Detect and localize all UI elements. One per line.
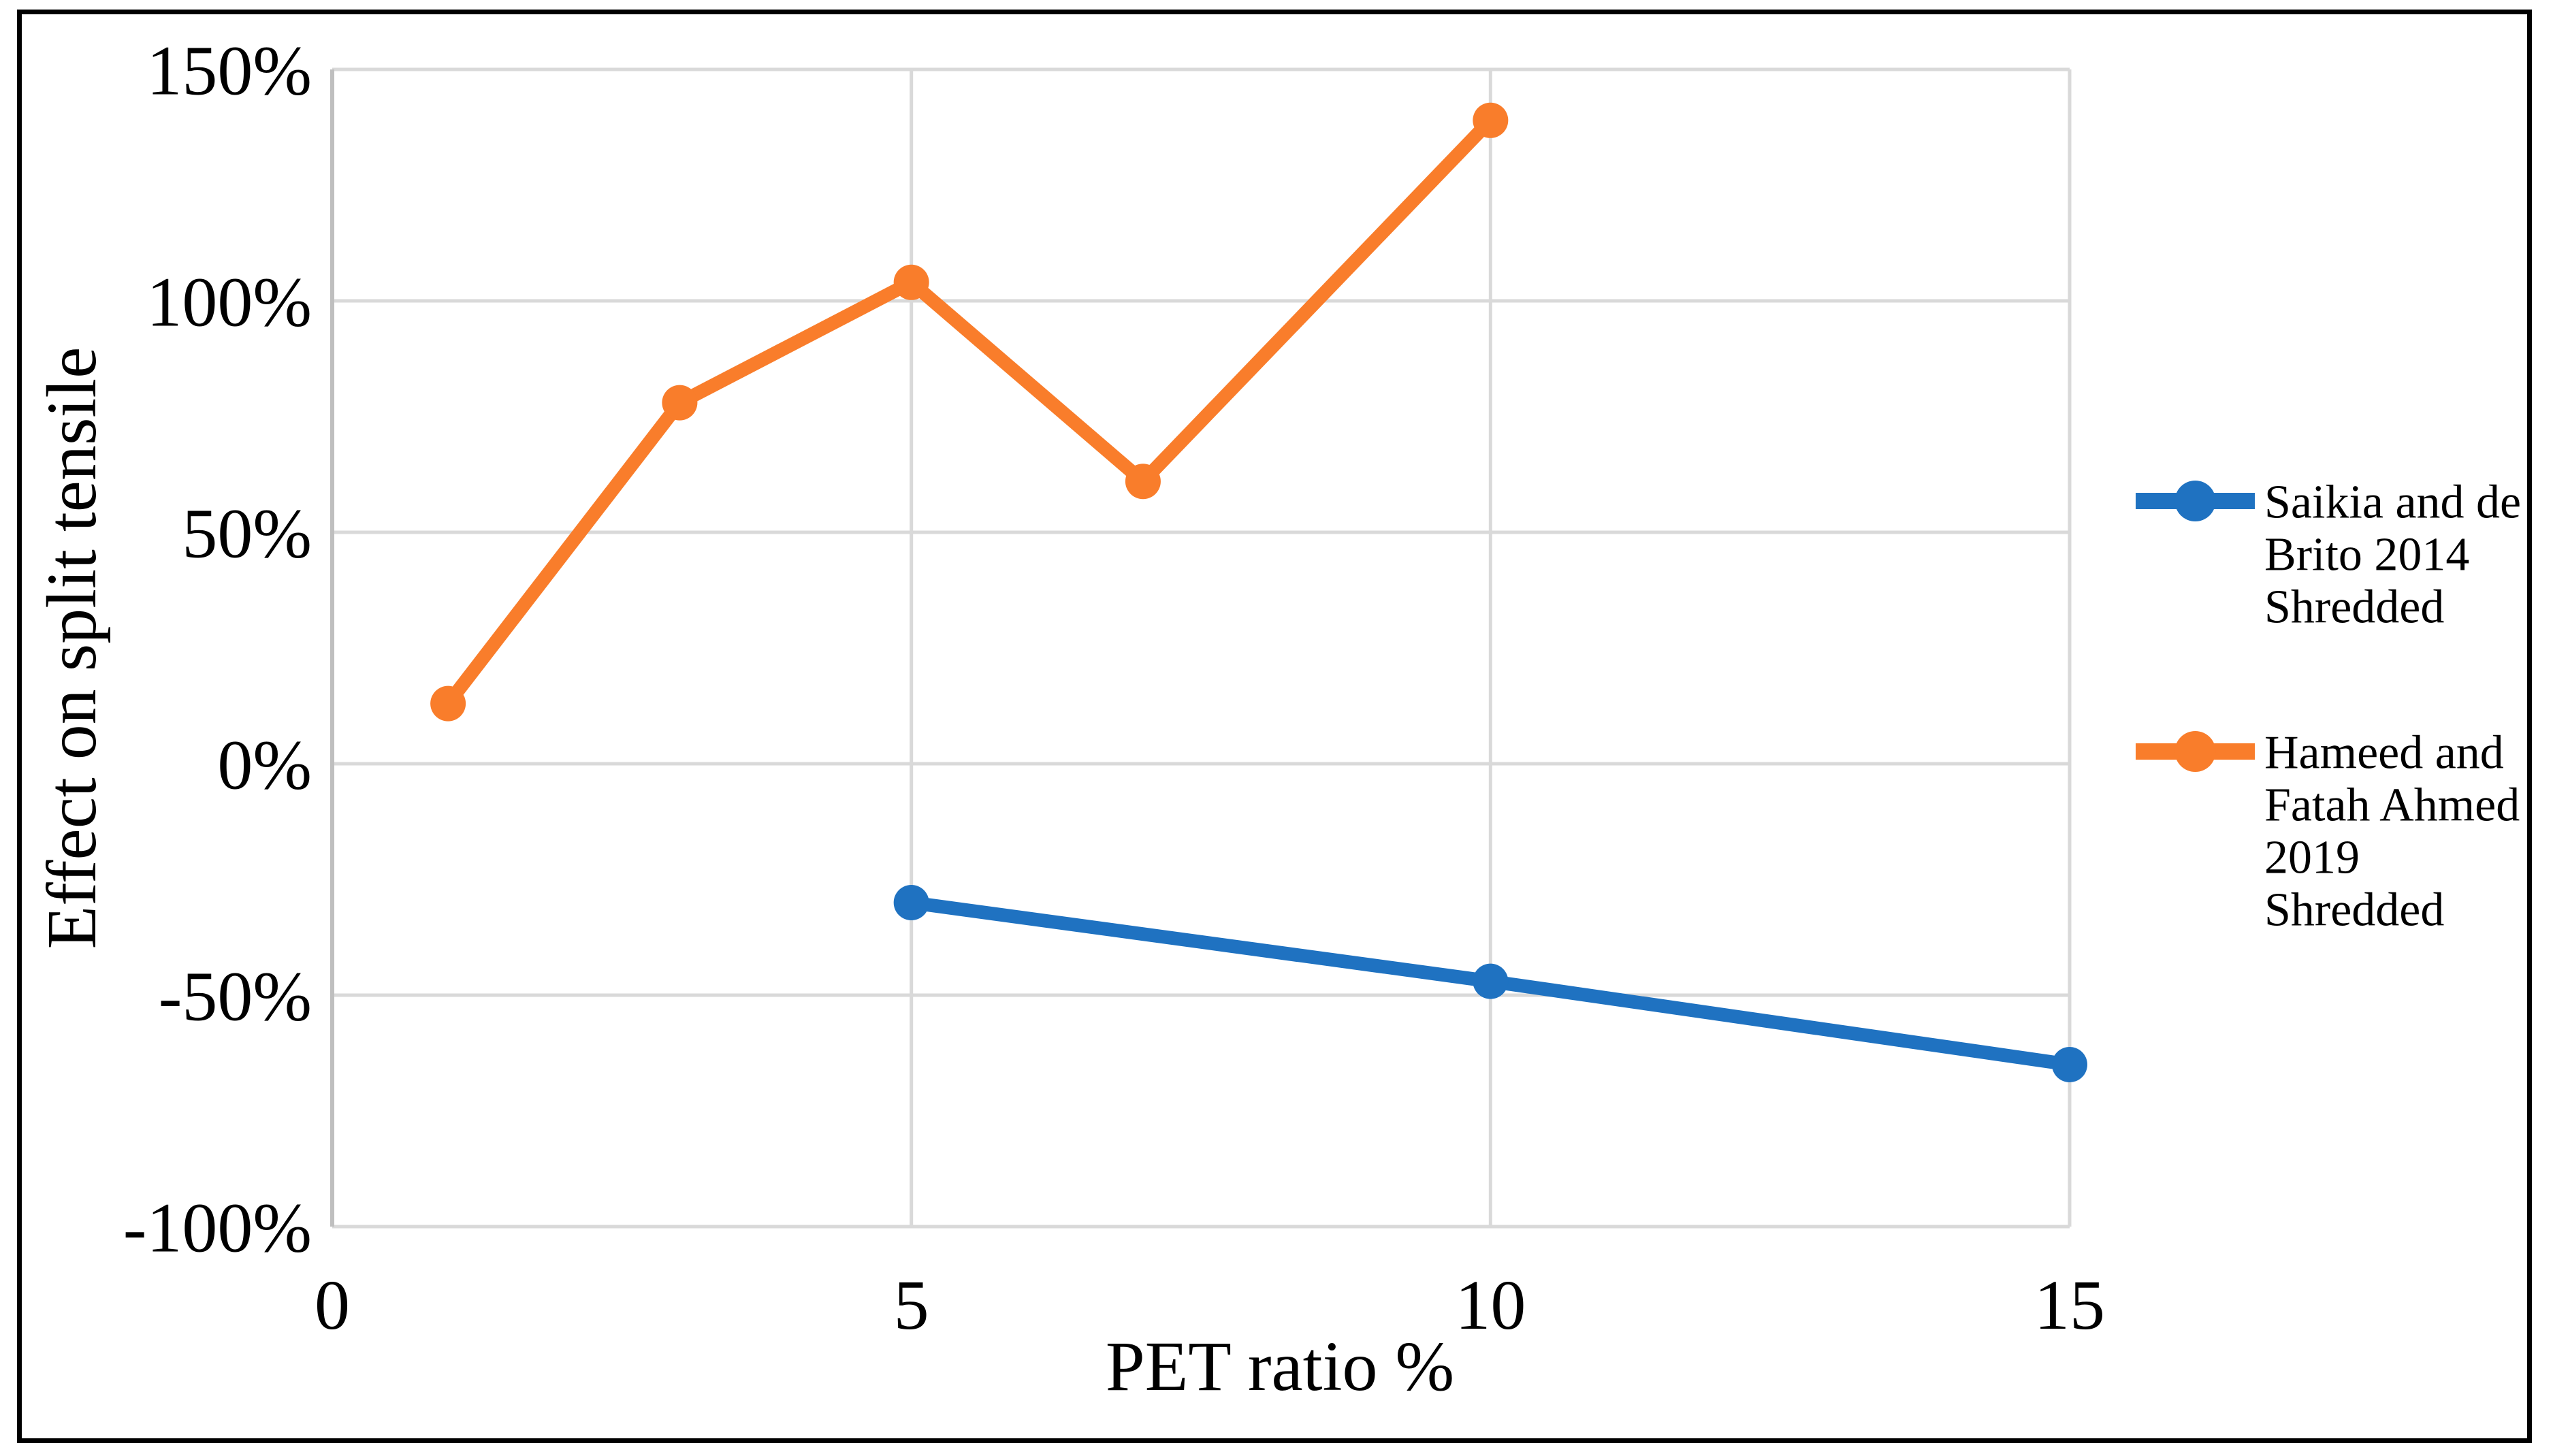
y-axis-title: Effect on split tensile xyxy=(33,347,111,950)
data-point-marker xyxy=(662,385,698,421)
y-tick-label: -50% xyxy=(159,957,312,1035)
tick-labels: 150% 100% 50% 0% -50% -100%0 5 10 15 xyxy=(123,31,2105,1344)
x-tick-label: 10 xyxy=(1455,1266,1526,1344)
data-point-marker xyxy=(1125,464,1161,500)
legend-marker-dot xyxy=(2174,731,2216,772)
legend-label-line: 2019 xyxy=(2264,832,2360,884)
legend-marker-dot xyxy=(2174,481,2216,521)
y-tick-label: 0% xyxy=(217,726,312,804)
x-axis-title: PET ratio % xyxy=(1106,1327,1454,1406)
y-tick-label: 100% xyxy=(146,263,312,341)
data-point-marker xyxy=(1473,963,1509,999)
data-point-marker xyxy=(2052,1047,2087,1082)
legend-label-line: Brito 2014 xyxy=(2264,529,2469,581)
legend-label-line: Fatah Ahmed xyxy=(2264,779,2520,832)
y-tick-label: 50% xyxy=(182,494,312,572)
data-point-marker xyxy=(1473,102,1509,138)
data-point-marker xyxy=(893,885,929,920)
x-tick-label: 0 xyxy=(315,1266,350,1344)
gridlines xyxy=(332,67,2072,1229)
data-point-marker xyxy=(893,264,929,300)
x-tick-label: 5 xyxy=(894,1266,929,1344)
legend-label-line: Hameed and xyxy=(2264,727,2504,779)
data-point-marker xyxy=(430,685,466,722)
series-line xyxy=(443,115,1496,708)
y-tick-label: 150% xyxy=(146,31,312,110)
legend-label-line: Shredded xyxy=(2264,884,2444,937)
chart-frame-border xyxy=(17,10,2532,1443)
legend-label-line: Shredded xyxy=(2264,581,2444,634)
y-tick-label: -100% xyxy=(123,1188,312,1267)
data-series xyxy=(430,102,2087,1082)
x-tick-label: 15 xyxy=(2034,1266,2105,1344)
legend-label-line: Saikia and de xyxy=(2264,476,2521,529)
